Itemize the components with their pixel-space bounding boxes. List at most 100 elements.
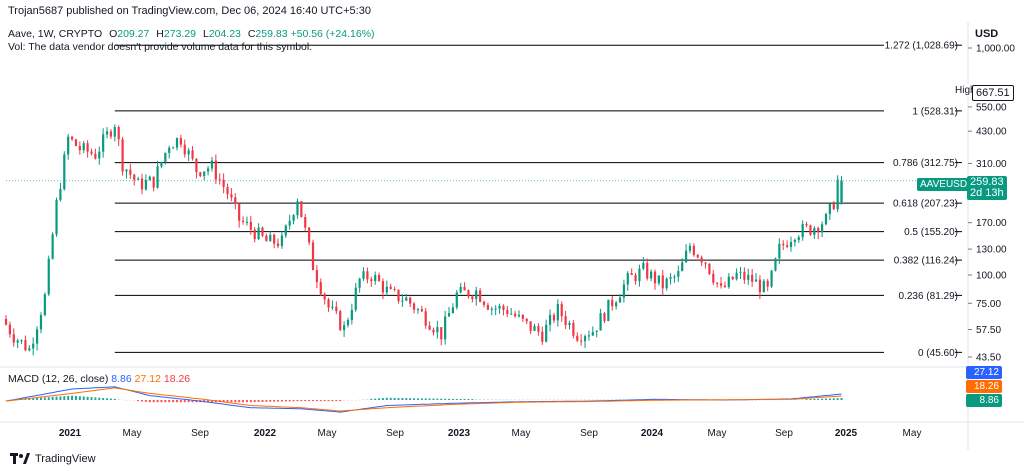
candle-body [611, 299, 614, 307]
candle-body [820, 224, 824, 233]
candle-body [55, 199, 58, 235]
open-value: 209.27 [117, 28, 150, 40]
candle-body [125, 169, 128, 172]
candle-body [754, 279, 758, 282]
candle-body [455, 292, 458, 308]
candle-body [362, 271, 365, 279]
currency-label[interactable]: USD [975, 28, 999, 40]
price-tick-label: 1,000.00 [976, 44, 1015, 55]
symbol-tag: AAVEUSD [917, 178, 971, 191]
macd-histogram-bar [284, 400, 287, 402]
candle-body [525, 318, 528, 322]
candle-body [43, 294, 46, 316]
macd-histogram-bar [755, 399, 758, 401]
macd-histogram-bar [591, 399, 594, 401]
change-value: +50.56 (+24.16%) [290, 28, 375, 40]
macd-value: 8.86 [111, 373, 132, 385]
candle-body [288, 220, 291, 226]
candle-body [521, 314, 524, 319]
macd-histogram-bar [459, 398, 462, 400]
candle-body [836, 179, 839, 210]
candle-body [70, 136, 74, 140]
macd-badge: 27.12 [966, 366, 1002, 379]
candle-body [358, 278, 361, 288]
time-axis-label: May [903, 428, 922, 439]
candle-body [51, 234, 54, 259]
candle-body [102, 134, 105, 152]
candle-body [222, 179, 225, 187]
macd-histogram-bar [312, 400, 315, 402]
candle-body [315, 270, 318, 283]
candle-body [498, 306, 501, 309]
candle-body [261, 227, 264, 236]
candle-body [245, 221, 249, 223]
candle-body [405, 297, 408, 301]
candle-body [304, 217, 307, 228]
candle-body [133, 174, 136, 180]
price-chart[interactable]: 1,000.00 550.00 430.00 310.00 170.00 130.00 10… [0, 22, 1024, 450]
time-axis-label: Sep [386, 428, 404, 439]
macd-histogram-bar [599, 399, 602, 400]
candle-body [653, 271, 657, 284]
low-value: 204.23 [208, 28, 241, 40]
macd-histogram-bar [747, 399, 750, 401]
macd-histogram-bar [277, 400, 280, 402]
candle-body [346, 320, 350, 326]
candle-body [813, 228, 816, 235]
candle-body [385, 286, 388, 293]
candle-body [148, 176, 151, 181]
candle-body [377, 275, 381, 282]
candle-body [39, 315, 43, 330]
candle-body [510, 313, 513, 315]
candle-body [770, 270, 773, 287]
candle-body [642, 263, 645, 269]
candle-body [568, 322, 571, 325]
candle-body [20, 340, 23, 342]
macd-histogram-bar [498, 399, 501, 400]
candle-body [545, 324, 548, 342]
candle-body [226, 186, 229, 195]
macd-histogram-bar [335, 400, 338, 402]
macd-histogram-bar [59, 396, 62, 400]
macd-histogram-bar [409, 398, 412, 400]
macd-histogram-bar [102, 398, 105, 400]
signal-value: 27.12 [134, 373, 161, 385]
tradingview-brand[interactable]: TradingView [10, 453, 96, 465]
candle-body [467, 290, 470, 297]
candle-body [692, 245, 695, 256]
macd-histogram-bar [358, 399, 361, 401]
candle-body [735, 272, 738, 280]
time-axis-label: May [123, 428, 142, 439]
chart-area[interactable]: 1,000.00 550.00 430.00 310.00 170.00 130.00 10… [0, 22, 1024, 450]
candle-body [599, 313, 602, 331]
candle-body [24, 340, 27, 351]
candle-body [214, 160, 217, 180]
candle-body [412, 303, 416, 310]
candle-body [572, 322, 575, 336]
candle-body [32, 343, 35, 349]
macd-histogram-bar [743, 400, 746, 401]
candle-body [603, 313, 606, 321]
candle-body [393, 288, 396, 290]
macd-histogram-bar [226, 400, 229, 403]
macd-histogram-bar [86, 396, 89, 400]
candle-body [615, 302, 618, 307]
candle-body [276, 243, 280, 247]
candle-body [673, 276, 676, 278]
price-tick-label: 57.50 [976, 325, 1001, 336]
candle-body [183, 144, 186, 155]
macd-histogram-bar [817, 398, 820, 400]
candle-body [374, 275, 377, 282]
macd-histogram-bar [350, 400, 353, 401]
macd-histogram-bar [129, 400, 132, 401]
close-label: C [247, 28, 256, 40]
macd-histogram-bar [323, 400, 326, 402]
macd-histogram-bar [828, 398, 831, 400]
macd-histogram-bar [106, 398, 109, 400]
macd-histogram-bar [36, 397, 39, 400]
candle-body [809, 225, 812, 235]
candle-body [8, 324, 11, 335]
candle-body [751, 274, 754, 282]
macd-histogram-bar [117, 399, 120, 400]
macd-histogram-bar [622, 399, 625, 400]
